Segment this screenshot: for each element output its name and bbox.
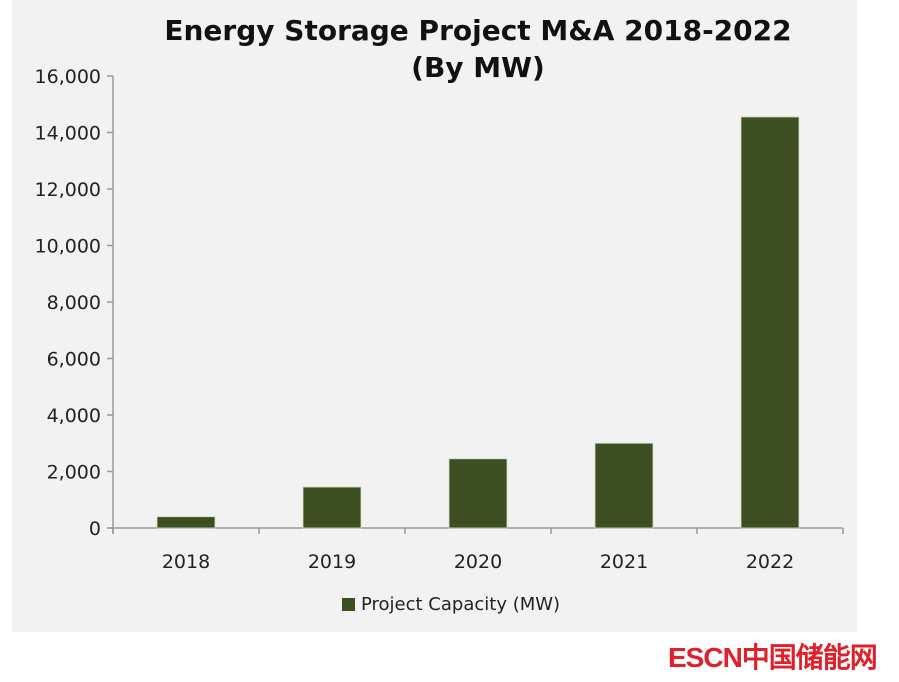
x-tick-label: 2019 <box>308 551 356 573</box>
x-tick-label: 2018 <box>162 551 210 573</box>
y-tick-label: 16,000 <box>35 66 101 88</box>
bar-2022 <box>740 116 800 529</box>
y-tick-label: 2,000 <box>47 462 101 484</box>
legend-label: Project Capacity (MW) <box>361 594 561 615</box>
bar-2019 <box>302 486 362 529</box>
bar-2020 <box>448 458 508 529</box>
legend-swatch <box>342 598 355 611</box>
title-line: Energy Storage Project M&A 2018-2022 <box>164 14 792 47</box>
chart-panel <box>12 0 857 632</box>
bar-2021 <box>594 442 654 529</box>
subtitle-line: (By MW) <box>411 51 545 84</box>
y-tick-label: 4,000 <box>47 405 101 427</box>
y-tick-label: 0 <box>89 518 101 540</box>
y-tick-label: 6,000 <box>47 349 101 371</box>
x-tick-label: 2021 <box>600 551 648 573</box>
y-tick-label: 12,000 <box>35 179 101 201</box>
bar-2018 <box>156 516 216 529</box>
y-tick-label: 14,000 <box>35 123 101 145</box>
x-tick-label: 2022 <box>746 551 794 573</box>
y-tick-label: 8,000 <box>47 292 101 314</box>
chart-title: Energy Storage Project M&A 2018-2022 (By … <box>113 12 843 86</box>
escn-logo: ESCN中国储能网 <box>668 642 878 673</box>
legend: Project Capacity (MW) <box>342 594 560 615</box>
x-tick-label: 2020 <box>454 551 502 573</box>
y-tick-label: 10,000 <box>35 236 101 258</box>
